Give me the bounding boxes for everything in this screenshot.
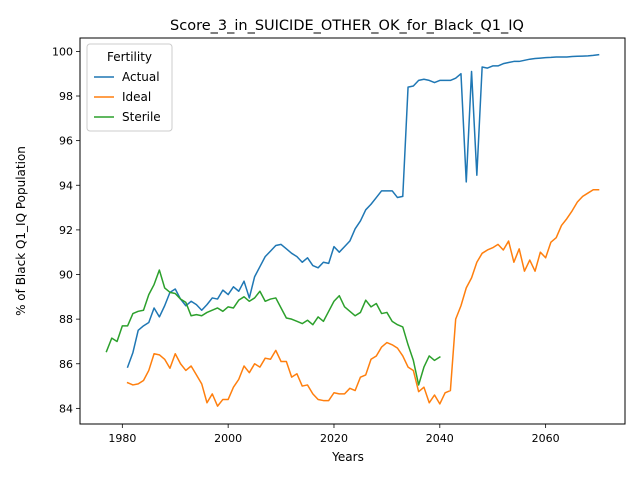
x-tick-label: 2060 [532, 432, 560, 445]
y-tick-label: 98 [59, 90, 73, 103]
series-line-sterile [105, 269, 441, 386]
legend-title: Fertility [107, 50, 152, 64]
y-axis: 84 86 88 90 92 94 96 98 100 [52, 45, 80, 415]
series-layer [105, 53, 600, 407]
plot-frame [79, 37, 626, 425]
legend-label-actual: Actual [122, 70, 160, 84]
y-tick-label: 86 [59, 358, 73, 371]
legend-label-ideal: Ideal [122, 90, 151, 104]
y-tick-label: 94 [59, 179, 73, 192]
chart-title: Score_3_in_SUICIDE_OTHER_OK_for_Black_Q1… [170, 18, 524, 34]
series-line-actual [126, 53, 600, 369]
y-tick-label: 90 [59, 269, 73, 282]
x-tick-label: 2000 [214, 432, 242, 445]
y-tick-label: 100 [52, 45, 73, 58]
series-line-ideal [126, 188, 600, 407]
legend-label-sterile: Sterile [122, 110, 161, 124]
x-tick-label: 1980 [108, 432, 136, 445]
y-tick-label: 84 [59, 402, 73, 415]
x-tick-label: 2020 [320, 432, 348, 445]
x-axis: 1980 2000 2020 2040 2060 [108, 424, 560, 445]
y-axis-label: % of Black Q1_IQ Population [14, 146, 28, 316]
y-tick-label: 96 [59, 135, 73, 148]
y-tick-label: 92 [59, 224, 73, 237]
x-axis-label: Years [331, 450, 364, 464]
y-tick-label: 88 [59, 313, 73, 326]
legend-box [86, 43, 173, 132]
x-tick-label: 2040 [426, 432, 454, 445]
legend: Fertility Actual Ideal Sterile [86, 43, 173, 132]
